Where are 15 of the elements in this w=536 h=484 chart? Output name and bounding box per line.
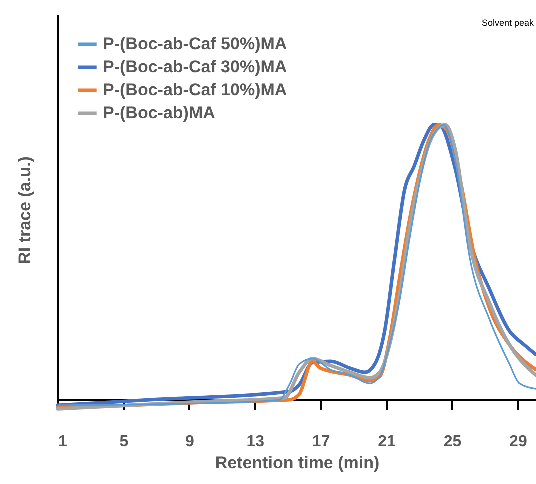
x-tick-label: 13 (246, 434, 265, 450)
y-axis-title: RI trace (a.u.) (16, 156, 34, 264)
text: Solvent peak (482, 18, 534, 28)
x-tick-label: 5 (120, 434, 129, 450)
legend-label: P-(Boc-ab-Caf 50%)MA (103, 34, 288, 54)
legend-label: P-(Boc-ab-Caf 10%)MA (103, 80, 288, 100)
x-tick-label: 1 (58, 434, 68, 450)
legend-label: P-(Boc-ab)MA (103, 104, 216, 122)
x-tick-label: 21 (378, 434, 396, 450)
x-tick-label: 17 (312, 434, 330, 450)
x-axis-title: Retention time (min) (215, 454, 380, 472)
x-tick-label: 9 (185, 434, 194, 450)
legend-label: P-(Boc-ab-Caf 30%)MA (103, 58, 288, 76)
x-tick-label: 25 (444, 434, 462, 450)
x-tick-label: 29 (510, 434, 528, 450)
